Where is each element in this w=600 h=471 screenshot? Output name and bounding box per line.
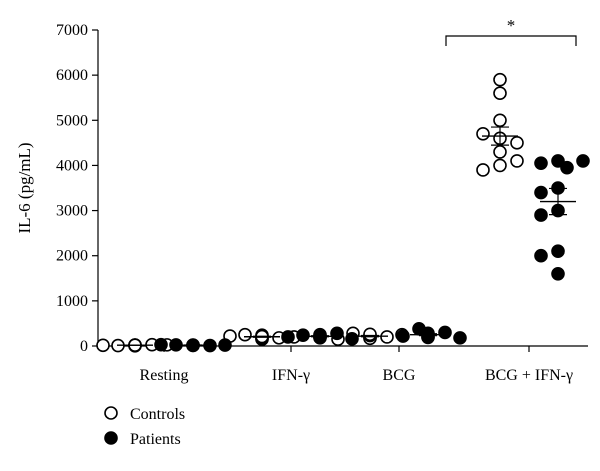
y-axis-label: IL-6 (pg/mL) — [15, 142, 34, 233]
patient-point — [551, 154, 565, 168]
annotation-layer: * — [445, 16, 577, 46]
control-point — [476, 163, 490, 177]
x-tick-label: Resting — [140, 367, 189, 384]
y-tick-label: 6000 — [56, 67, 88, 84]
y-tick-label: 2000 — [56, 248, 88, 265]
control-point — [493, 72, 507, 87]
patient-point — [345, 331, 359, 346]
control-point — [96, 338, 110, 353]
points-layer — [96, 72, 590, 353]
patient-point — [330, 326, 344, 341]
y-tick-label: 0 — [80, 338, 88, 355]
control-point — [493, 113, 507, 128]
patient-point — [551, 266, 565, 281]
significance-bracket — [445, 35, 577, 46]
patient-point — [438, 325, 452, 340]
significance-marker: * — [507, 16, 516, 35]
x-tick-label: BCG — [383, 367, 416, 384]
patients-legend-marker — [104, 431, 118, 445]
patient-point — [154, 337, 168, 352]
control-point — [476, 127, 490, 141]
control-point — [380, 330, 394, 344]
y-tick-label: 4000 — [56, 157, 88, 174]
y-tick-label: 3000 — [56, 203, 88, 220]
patient-point — [534, 156, 548, 170]
patient-point — [296, 328, 310, 342]
patient-point — [453, 331, 467, 345]
patient-point — [534, 208, 548, 222]
patient-point — [534, 248, 548, 263]
patient-point — [396, 329, 410, 343]
legend: Controls Patients — [104, 406, 185, 448]
stats-layer — [117, 126, 576, 346]
control-point — [510, 154, 524, 168]
y-tick-label: 7000 — [56, 22, 88, 39]
patient-point — [551, 244, 565, 258]
control-point — [510, 136, 524, 150]
y-tick-label: 1000 — [56, 293, 88, 310]
patient-point — [576, 154, 590, 168]
control-point — [493, 86, 507, 100]
controls-legend-marker — [104, 406, 118, 420]
x-tick-label: BCG + IFN-γ — [485, 367, 573, 384]
patient-point — [218, 338, 232, 352]
patients-legend-label: Patients — [130, 431, 181, 448]
control-point — [493, 158, 507, 173]
axes-layer: 0 1000 2000 3000 4000 5000 6000 7000 IL-6 (pg/mL… — [15, 22, 588, 384]
controls-legend-label: Controls — [130, 406, 185, 423]
control-point — [493, 145, 507, 159]
x-tick-label: IFN-γ — [272, 367, 310, 384]
y-tick-label: 5000 — [56, 112, 88, 129]
control-point — [363, 327, 377, 342]
patient-point — [534, 185, 548, 200]
patient-point — [560, 160, 574, 175]
patient-point — [281, 330, 295, 344]
control-point — [238, 327, 252, 342]
